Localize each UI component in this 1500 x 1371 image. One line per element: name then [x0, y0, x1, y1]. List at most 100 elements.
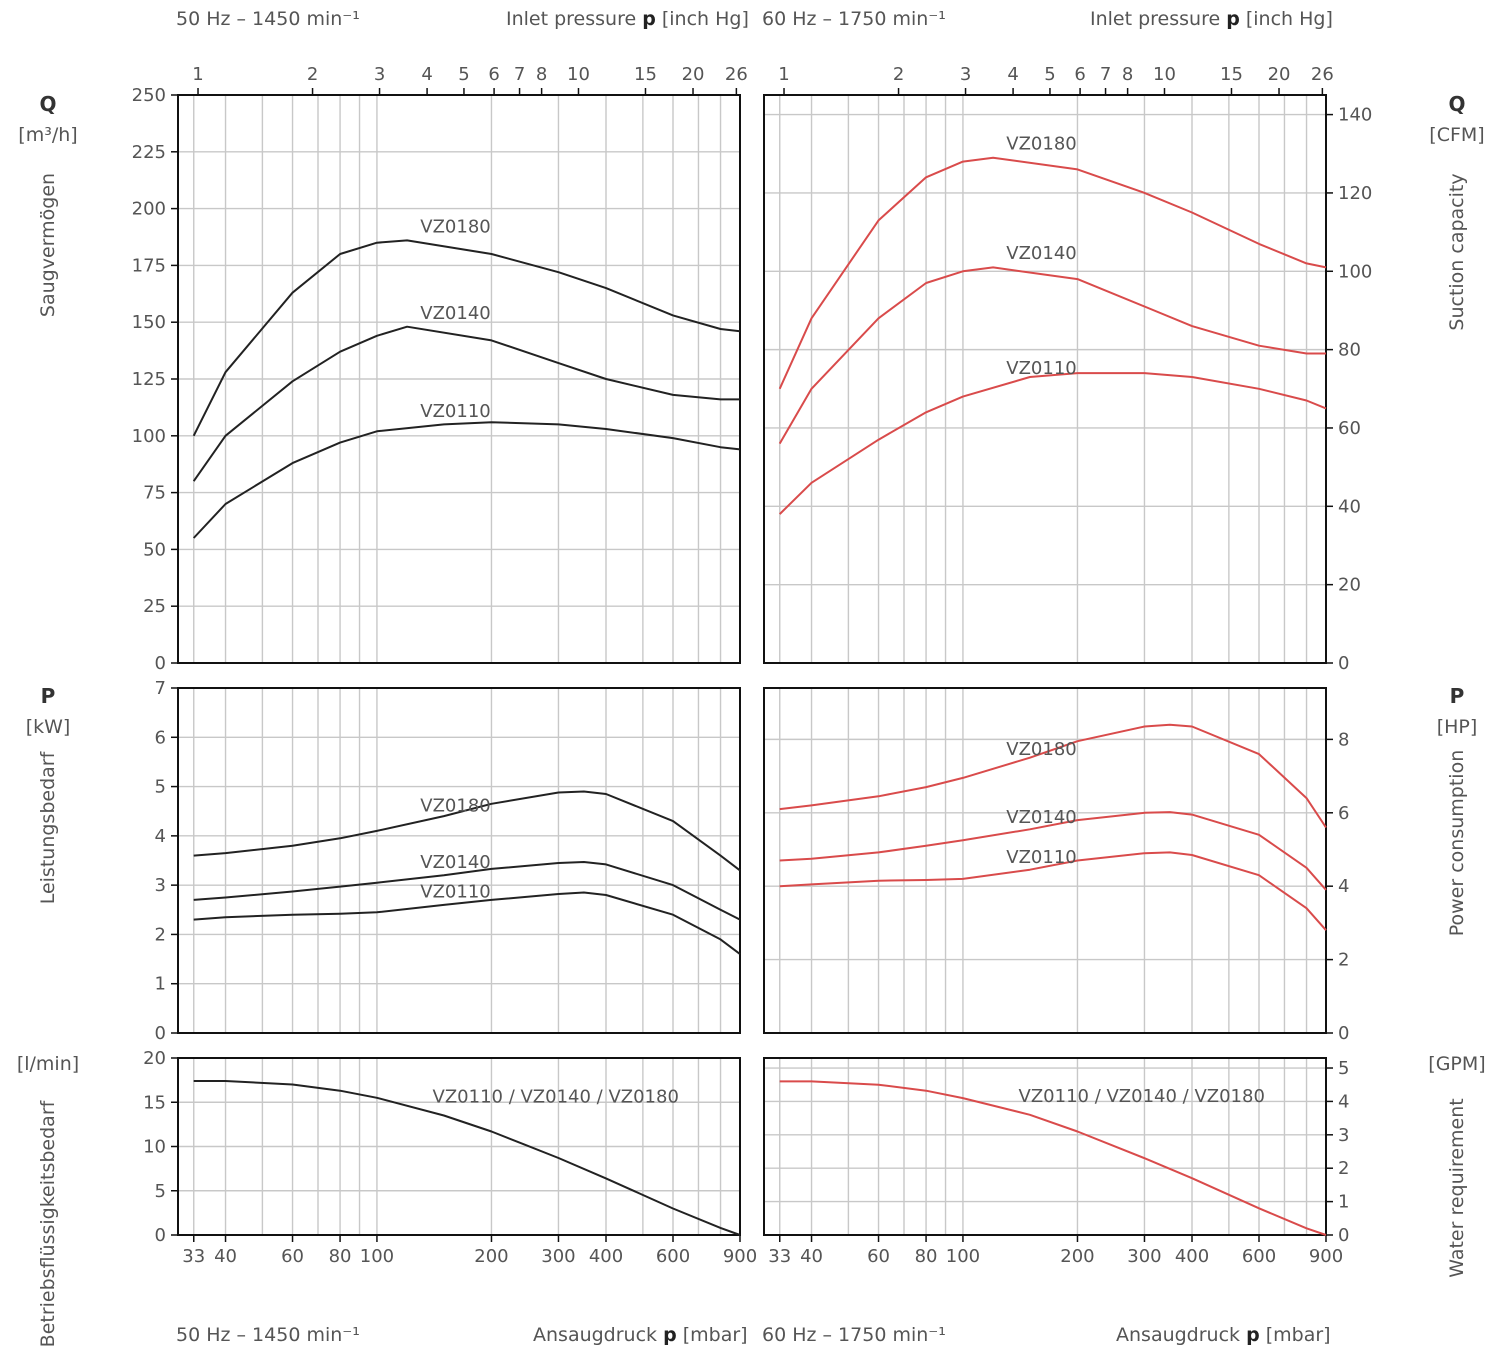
y-tick-label: 80	[1338, 340, 1361, 361]
plot-frame	[763, 687, 1327, 1034]
bottom-left-frequency: 50 Hz – 1450 min⁻¹	[176, 1324, 360, 1346]
y-tick-label: 5	[155, 777, 166, 798]
pressure-unit: [inch Hg]	[1239, 8, 1333, 30]
pressure-unit: [mbar]	[676, 1324, 748, 1346]
top-x-tick-label: 6	[1074, 64, 1085, 85]
series-line-vz0180	[778, 156, 1327, 390]
y-tick-label: 4	[1338, 876, 1349, 897]
series-label: VZ0180	[1006, 134, 1076, 155]
y-tick-label: 7	[155, 678, 166, 699]
top-x-tick-label: 10	[567, 64, 590, 85]
series-line-vz0180	[779, 723, 1327, 829]
y-tick-label: 15	[143, 1092, 166, 1113]
y-tick-label: 140	[1338, 105, 1372, 126]
top-x-tick-label: 2	[893, 64, 904, 85]
bottom-x-tick-label: 200	[1060, 1246, 1094, 1267]
y-tick-label: 200	[132, 199, 166, 220]
bottom-x-tick-label: 400	[1175, 1246, 1209, 1267]
power-title-right: Power consumption	[1446, 749, 1468, 937]
series-line-vz0110	[779, 851, 1327, 931]
water-title-right: Water requirement	[1446, 1098, 1468, 1278]
series-label: VZ0110	[1006, 358, 1076, 379]
pressure-symbol: p	[642, 8, 656, 30]
pressure-label-text: Inlet pressure	[506, 8, 643, 30]
top-x-tick-label: 6	[488, 64, 499, 85]
series-line-vz0110	[193, 891, 741, 955]
series-line-vz0110	[778, 372, 1327, 515]
top-x-tick-label: 20	[1268, 64, 1291, 85]
bottom-x-tick-label: 40	[214, 1246, 237, 1267]
y-tick-label: 60	[1338, 418, 1361, 439]
series-line-vz0110	[192, 421, 741, 539]
water-unit-right: [GPM]	[1428, 1053, 1486, 1075]
bottom-x-tick-label: 400	[589, 1246, 623, 1267]
y-tick-label: 6	[155, 727, 166, 748]
y-tick-label: 100	[1338, 261, 1372, 282]
bottom-x-tick-label: 100	[946, 1246, 980, 1267]
series-line-vz0180	[193, 790, 741, 872]
top-x-tick-label: 7	[514, 64, 525, 85]
y-tick-label: 4	[1338, 1091, 1349, 1112]
series-line-vz0140	[193, 861, 741, 921]
bottom-x-tick-label: 600	[656, 1246, 690, 1267]
series-label: VZ0110	[420, 881, 490, 902]
series-label: VZ0180	[1006, 739, 1076, 760]
top-x-tick-label: 26	[1311, 64, 1334, 85]
y-tick-label: 0	[1338, 1023, 1349, 1044]
top-x-tick-label: 2	[307, 64, 318, 85]
bottom-x-tick-label: 300	[1127, 1246, 1161, 1267]
y-tick-label: 3	[155, 875, 166, 896]
y-tick-label: 4	[155, 826, 166, 847]
bottom-x-tick-label: 40	[800, 1246, 823, 1267]
plot-frame	[763, 94, 1327, 664]
water-unit-left: [l/min]	[16, 1053, 80, 1075]
plot-frame	[763, 1057, 1327, 1236]
bottom-x-tick-label: 80	[329, 1246, 352, 1267]
top-x-tick-label: 7	[1100, 64, 1111, 85]
top-x-tick-label: 1	[192, 64, 203, 85]
y-tick-label: 125	[132, 369, 166, 390]
y-tick-label: 1	[1338, 1192, 1349, 1213]
y-tick-label: 225	[132, 142, 166, 163]
suction-unit-left: [m³/h]	[18, 124, 78, 146]
bottom-x-tick-label: 80	[915, 1246, 938, 1267]
y-tick-label: 8	[1338, 729, 1349, 750]
y-tick-label: 25	[143, 596, 166, 617]
bottom-left-pressure-label: Ansaugdruck p [mbar]	[533, 1324, 748, 1346]
series-label: VZ0140	[420, 303, 490, 324]
top-x-tick-label: 8	[536, 64, 547, 85]
suction-title-right: Suction capacity	[1446, 173, 1468, 331]
series-label: VZ0140	[1006, 243, 1076, 264]
y-tick-label: 40	[1338, 496, 1361, 517]
bottom-x-tick-label: 33	[768, 1246, 791, 1267]
top-x-tick-label: 1	[778, 64, 789, 85]
y-tick-label: 0	[1338, 1225, 1349, 1246]
top-x-tick-label: 4	[1007, 64, 1018, 85]
top-x-tick-label: 8	[1122, 64, 1133, 85]
pressure-symbol: p	[1246, 1324, 1260, 1346]
power-symbol-left: P	[40, 684, 56, 708]
series-label: VZ0180	[420, 217, 490, 238]
series-line-vz0180	[192, 239, 741, 437]
top-x-tick-label: 4	[421, 64, 432, 85]
suction-title-left: Saugvermögen	[37, 172, 59, 318]
bottom-x-tick-label: 100	[360, 1246, 394, 1267]
pressure-unit: [inch Hg]	[655, 8, 749, 30]
top-right-pressure-label: Inlet pressure p [inch Hg]	[1090, 8, 1333, 30]
power-title-left: Leistungsbedarf	[37, 751, 59, 905]
top-left-pressure-label: Inlet pressure p [inch Hg]	[506, 8, 749, 30]
y-tick-label: 150	[132, 312, 166, 333]
top-x-tick-label: 3	[960, 64, 971, 85]
y-tick-label: 120	[1338, 183, 1372, 204]
bottom-x-tick-label: 200	[474, 1246, 508, 1267]
top-left-frequency: 50 Hz – 1450 min⁻¹	[176, 8, 360, 30]
y-tick-label: 175	[132, 255, 166, 276]
bottom-x-tick-label: 600	[1242, 1246, 1276, 1267]
bottom-right-frequency: 60 Hz – 1750 min⁻¹	[762, 1324, 946, 1346]
series-line-vz0140	[779, 811, 1327, 891]
series-label: VZ0110	[420, 401, 490, 422]
y-tick-label: 5	[1338, 1058, 1349, 1079]
series-line-vz0140	[192, 325, 740, 482]
pressure-label-text: Ansaugdruck	[1116, 1324, 1247, 1346]
